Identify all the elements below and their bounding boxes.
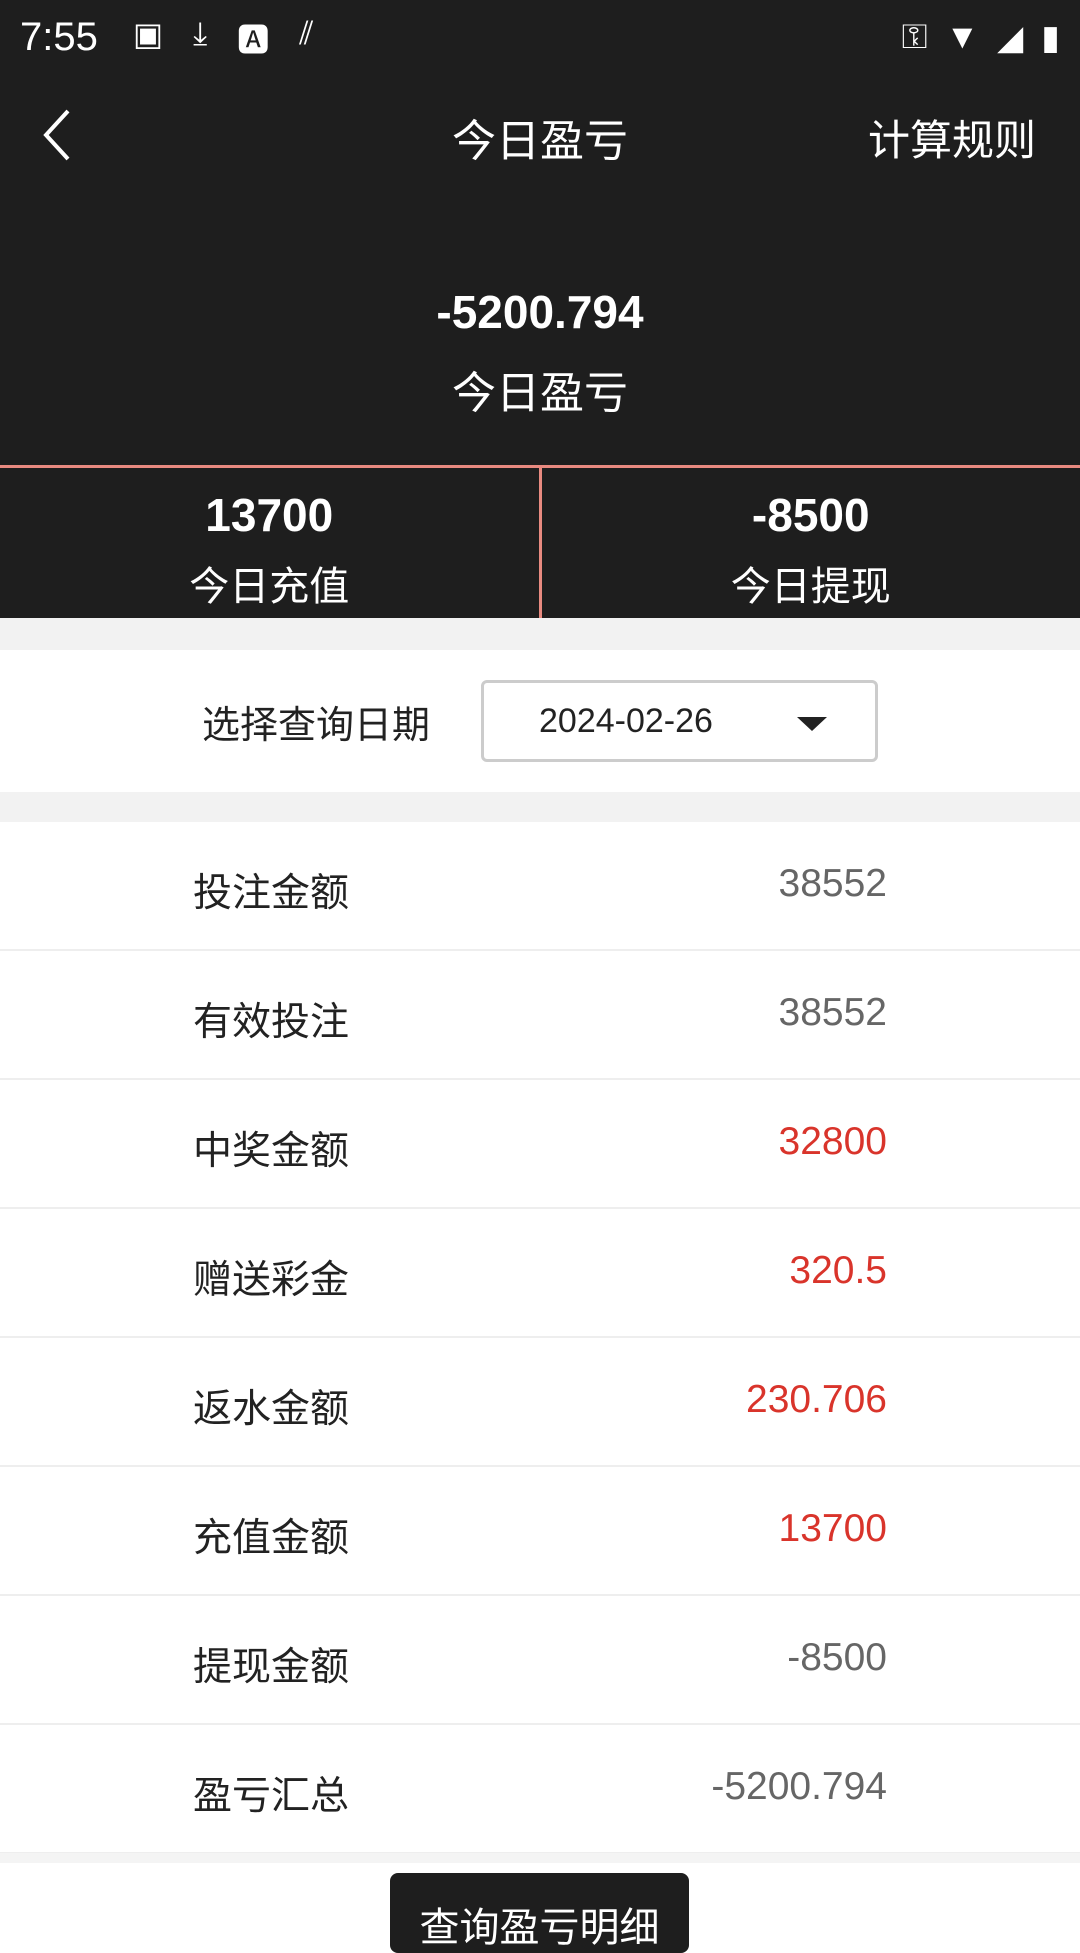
item-label: 投注金额 xyxy=(193,862,349,918)
battery-charging-icon: ▮ xyxy=(1041,18,1060,58)
item-label: 有效投注 xyxy=(193,991,349,1047)
date-select[interactable]: 2024-02-26 xyxy=(481,680,878,762)
item-value: 32800 xyxy=(779,1120,887,1164)
key-icon: ⚿ xyxy=(902,18,928,58)
list-item: 返水金额 230.706 xyxy=(0,1338,1080,1467)
list-item: 充值金额 13700 xyxy=(0,1467,1080,1596)
wifi-icon: ▼ xyxy=(945,18,979,58)
signal-pattern-icon: ⫽ xyxy=(299,15,313,61)
profit-value: -5200.794 xyxy=(0,285,1080,339)
query-details-button[interactable]: 查询盈亏明细 xyxy=(390,1873,689,1953)
item-value: 230.706 xyxy=(746,1378,887,1422)
calculation-rules-button[interactable]: 计算规则 xyxy=(868,107,1036,168)
image-icon: ▣ xyxy=(133,15,163,61)
list-item: 提现金额 -8500 xyxy=(0,1596,1080,1725)
date-label: 选择查询日期 xyxy=(202,694,430,749)
status-bar: 7:55 ▣ ⤓ 🅰 ⫽ ⚿ ▼ ◢ ▮ xyxy=(0,0,1080,75)
stat-recharge: 13700 今日充值 xyxy=(0,468,539,618)
caret-down-icon xyxy=(797,717,827,731)
stat-value: -8500 xyxy=(542,488,1080,542)
cell-signal-icon: ◢ xyxy=(997,18,1023,58)
date-row: 选择查询日期 2024-02-26 xyxy=(0,650,1080,792)
item-value: -8500 xyxy=(787,1636,887,1680)
item-label: 赠送彩金 xyxy=(193,1249,349,1305)
top-nav: 今日盈亏 计算规则 xyxy=(0,75,1080,195)
item-value: 38552 xyxy=(779,862,887,906)
divider xyxy=(0,618,1080,650)
item-label: 提现金额 xyxy=(193,1636,349,1692)
stat-value: 13700 xyxy=(0,488,539,542)
status-time: 7:55 xyxy=(20,15,98,60)
stat-label: 今日充值 xyxy=(0,554,539,612)
item-value: 13700 xyxy=(779,1507,887,1551)
stat-label: 今日提现 xyxy=(542,554,1080,612)
list-item: 赠送彩金 320.5 xyxy=(0,1209,1080,1338)
font-icon: 🅰 xyxy=(237,15,269,61)
profit-summary: -5200.794 今日盈亏 xyxy=(0,195,1080,465)
detail-list: 投注金额 38552 有效投注 38552 中奖金额 32800 赠送彩金 320.5 返水金额… xyxy=(0,822,1080,1854)
list-item: 有效投注 38552 xyxy=(0,951,1080,1080)
item-label: 中奖金额 xyxy=(193,1120,349,1176)
list-item: 中奖金额 32800 xyxy=(0,1080,1080,1209)
item-value: 38552 xyxy=(779,991,887,1035)
divider xyxy=(0,1853,1080,1863)
item-label: 充值金额 xyxy=(193,1507,349,1563)
item-value: -5200.794 xyxy=(711,1765,887,1809)
download-icon: ⤓ xyxy=(193,15,207,61)
divider xyxy=(0,792,1080,822)
item-label: 盈亏汇总 xyxy=(193,1765,349,1821)
item-label: 返水金额 xyxy=(193,1378,349,1434)
profit-label: 今日盈亏 xyxy=(0,357,1080,421)
list-item: 投注金额 38552 xyxy=(0,822,1080,951)
stat-withdraw: -8500 今日提现 xyxy=(539,468,1080,618)
item-value: 320.5 xyxy=(789,1249,887,1293)
date-value: 2024-02-26 xyxy=(539,702,713,741)
list-item: 盈亏汇总 -5200.794 xyxy=(0,1725,1080,1854)
stats-panel: 13700 今日充值 -8500 今日提现 xyxy=(0,465,1080,618)
